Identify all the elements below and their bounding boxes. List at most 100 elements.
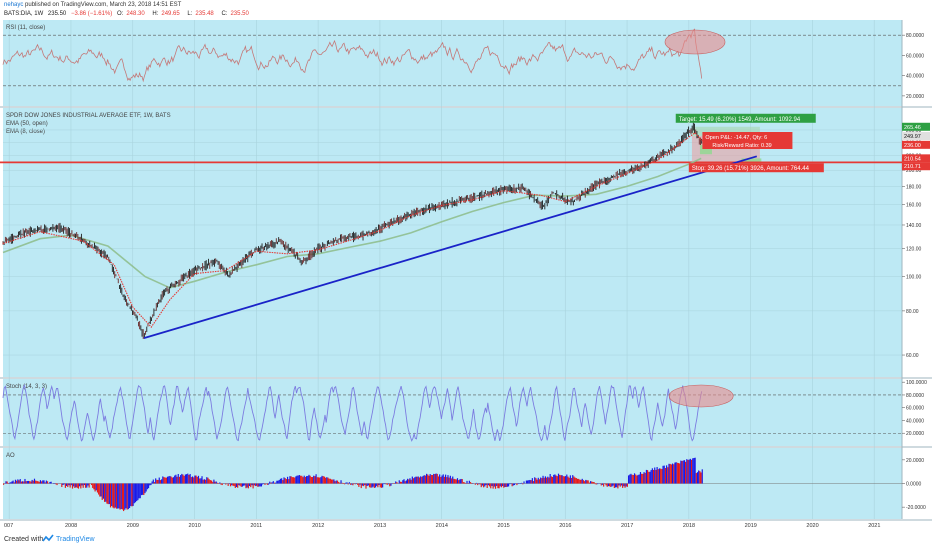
y-tick-label: 40.0000 — [906, 418, 924, 424]
ao-bar — [579, 479, 581, 484]
ao-bar — [471, 483, 473, 485]
ao-bar — [284, 478, 286, 484]
ao-bar — [387, 483, 390, 485]
ao-bar — [668, 463, 670, 484]
ao-bar — [405, 480, 407, 484]
ao-bar — [695, 473, 697, 484]
ao-bar — [29, 481, 31, 484]
ao-bar — [376, 483, 378, 486]
ao-bar — [500, 483, 503, 488]
x-tick-label: 2020 — [806, 523, 818, 529]
chart-svg[interactable]: 007 2008 2009 2010 2011 2012 2013 2014 2015 2016 2… — [0, 20, 932, 529]
ao-bar — [271, 482, 273, 484]
ao-bar — [638, 474, 640, 484]
ao-bar — [41, 481, 43, 484]
ao-bar — [73, 483, 75, 487]
symbol-label[interactable]: BATS:DIA, 1W — [4, 11, 44, 17]
ao-bar — [578, 478, 580, 484]
ao-bar — [330, 479, 333, 484]
ao-bar — [159, 480, 162, 484]
chart-area[interactable]: 007 2008 2009 2010 2011 2012 2013 2014 2015 2016 2… — [0, 20, 932, 529]
ao-bar — [680, 460, 682, 484]
ao-bar — [699, 471, 701, 484]
x-tick-label: 2017 — [621, 523, 633, 529]
ao-bar — [433, 473, 435, 484]
ao-bar — [348, 482, 350, 484]
ao-bar — [521, 482, 523, 484]
ao-bar — [493, 483, 495, 487]
ao-bar — [133, 483, 135, 504]
y-tick-label: 20.0000 — [906, 458, 924, 464]
ao-bar — [384, 483, 386, 485]
ao-bar — [352, 483, 354, 486]
ao-bar — [75, 483, 77, 488]
ao-bar — [231, 483, 233, 486]
ao-bar — [13, 482, 15, 484]
ao-bar — [389, 483, 391, 487]
ao-bar — [10, 482, 12, 484]
ao-bar — [633, 473, 636, 484]
ao-bar — [68, 483, 70, 486]
ao-bar — [563, 476, 566, 484]
ao-bar — [117, 483, 119, 509]
ao-bar — [109, 483, 112, 508]
ao-bar — [523, 481, 525, 484]
y-tick-label: 80.0000 — [906, 393, 924, 399]
ao-bar — [522, 483, 524, 485]
author-link[interactable]: nehayc — [4, 2, 24, 8]
ema50-line — [2, 157, 702, 289]
ao-bar — [595, 483, 598, 485]
ao-bar — [187, 473, 189, 484]
tradingview-brand[interactable]: TradingView — [56, 536, 95, 543]
ao-bar — [554, 474, 556, 484]
ao-bar — [620, 483, 623, 486]
ao-bar — [519, 482, 522, 484]
ao-bar — [359, 483, 361, 485]
ao-bar — [84, 483, 87, 488]
ao-bar — [525, 480, 528, 484]
ao-bar — [586, 480, 588, 484]
ao-bar — [360, 483, 362, 489]
ao-bar — [257, 483, 259, 487]
ao-bar — [588, 482, 590, 484]
ao-bar — [679, 463, 681, 484]
ao-bar — [591, 481, 593, 484]
ao-bar — [649, 471, 651, 484]
ao-bar — [587, 480, 589, 484]
ao-bar — [411, 476, 413, 484]
price-marker-label: 210.54 — [904, 156, 921, 162]
ao-bar — [490, 483, 492, 489]
ao-bar — [36, 480, 38, 484]
ao-bar — [568, 477, 570, 484]
ao-bar — [458, 480, 460, 484]
ao-bar — [327, 477, 329, 484]
ao-bar — [372, 483, 374, 487]
stop-label-bg — [688, 163, 824, 173]
ao-bar — [414, 477, 416, 484]
ao-bar — [442, 474, 444, 484]
ao-bar — [614, 483, 617, 488]
ao-bar — [63, 483, 65, 485]
ao-bar — [496, 483, 498, 486]
ao-bar — [582, 480, 585, 484]
ao-bar — [631, 474, 633, 484]
ao-bar — [270, 482, 272, 484]
ao-bar — [92, 483, 94, 488]
ao-bar — [344, 483, 346, 485]
ao-bar — [62, 483, 64, 485]
ao-bar — [651, 468, 653, 484]
ao-bar — [491, 483, 493, 486]
ao-bar — [601, 483, 604, 485]
ao-bar — [395, 481, 397, 484]
ao-bar — [290, 476, 292, 484]
ao-bar — [196, 476, 198, 484]
ao-bar — [212, 481, 214, 484]
x-tick-label: 2018 — [683, 523, 695, 529]
ao-bar — [254, 483, 257, 487]
symbol-line: BATS:DIA, 1W 235.50 −3.86 (−1.61%) O: 248… — [4, 10, 255, 18]
ao-bar — [612, 483, 614, 486]
ao-bar — [401, 481, 403, 484]
ao-bar — [32, 480, 34, 484]
ao-bar — [239, 483, 241, 486]
price-marker-label: 265.46 — [904, 125, 921, 131]
